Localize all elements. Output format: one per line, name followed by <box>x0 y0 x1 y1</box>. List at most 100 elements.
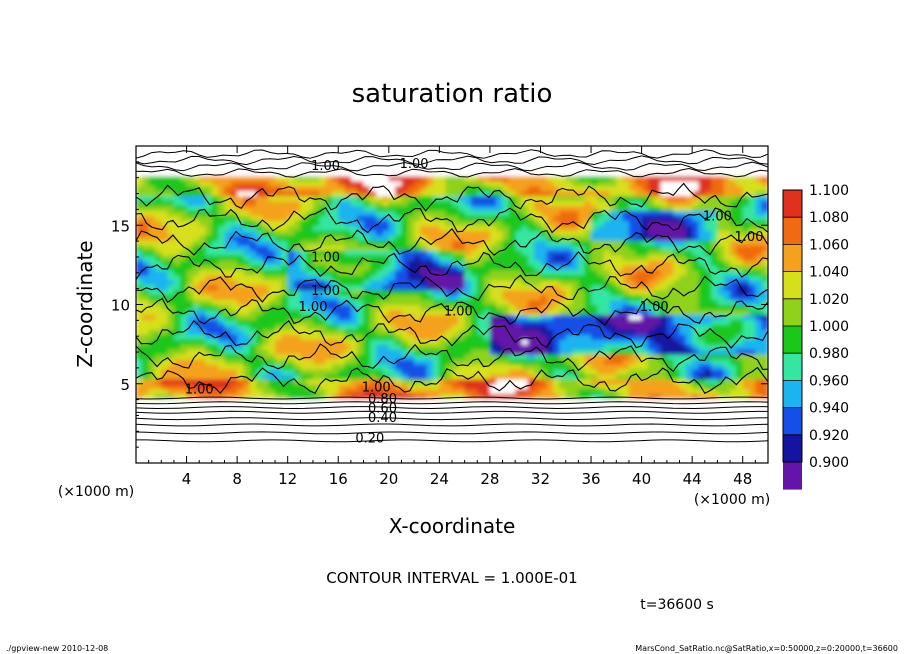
heatmap-cell <box>350 146 358 152</box>
heatmap-cell <box>597 254 605 261</box>
heatmap-cell <box>287 358 295 365</box>
heatmap-cell <box>433 339 440 345</box>
heatmap-cell <box>622 453 630 459</box>
heatmap-cell <box>211 373 219 380</box>
heatmap-cell <box>521 453 529 459</box>
heatmap-cell <box>603 443 611 449</box>
heatmap-cell <box>414 170 421 177</box>
heatmap-cell <box>287 453 295 459</box>
heatmap-cell <box>414 398 421 405</box>
heatmap-cell <box>395 378 403 385</box>
heatmap-cell <box>369 433 377 439</box>
heatmap-cell <box>199 448 207 454</box>
heatmap-cell <box>275 235 282 241</box>
heatmap-cell <box>616 373 624 380</box>
heatmap-cell <box>300 453 308 459</box>
heatmap-cell <box>553 294 561 301</box>
heatmap-cell <box>616 240 624 246</box>
heatmap-cell <box>616 363 624 370</box>
heatmap-cell <box>597 185 605 192</box>
heatmap-cell <box>553 304 561 311</box>
heatmap-cell <box>477 195 485 202</box>
heatmap-cell <box>376 294 384 301</box>
heatmap-cell <box>584 200 592 207</box>
heatmap-cell <box>388 299 396 306</box>
heatmap-cell <box>584 309 592 315</box>
heatmap-cell <box>540 235 548 241</box>
heatmap-cell <box>338 368 346 375</box>
heatmap-cell <box>256 254 263 261</box>
heatmap-cell <box>268 344 276 350</box>
heatmap-cell <box>445 358 453 365</box>
heatmap-cell <box>161 443 169 449</box>
heatmap-cell <box>167 195 175 202</box>
heatmap-cell <box>363 299 371 306</box>
heatmap-cell <box>319 170 327 177</box>
heatmap-cell <box>338 388 346 395</box>
heatmap-cell <box>319 443 327 449</box>
heatmap-cell <box>306 448 314 454</box>
heatmap-cell <box>180 324 188 330</box>
heatmap-cell <box>603 403 611 410</box>
heatmap-cell <box>192 418 200 424</box>
heatmap-cell <box>376 269 384 276</box>
heatmap-cell <box>275 314 282 320</box>
heatmap-cell <box>148 220 156 226</box>
heatmap-cell <box>395 299 403 306</box>
heatmap-cell <box>572 388 579 395</box>
heatmap-cell <box>249 413 257 420</box>
heatmap-cell <box>331 309 339 315</box>
heatmap-cell <box>237 309 245 315</box>
heatmap-cell <box>414 245 421 251</box>
heatmap-cell <box>167 344 175 350</box>
heatmap-cell <box>546 428 554 434</box>
heatmap-cell <box>445 289 453 296</box>
heatmap-cell <box>508 368 516 375</box>
heatmap-cell <box>173 443 181 449</box>
heatmap-cell <box>584 388 592 395</box>
heatmap-cell <box>294 155 301 162</box>
heatmap-cell <box>199 304 207 311</box>
heatmap-cell <box>224 274 232 281</box>
heatmap-cell <box>508 190 516 197</box>
heatmap-cell <box>249 349 257 355</box>
heatmap-cell <box>540 160 548 167</box>
heatmap-cell <box>350 344 358 350</box>
heatmap-cell <box>262 433 270 439</box>
heatmap-cell <box>382 418 390 424</box>
heatmap-cell <box>470 344 478 350</box>
heatmap-cell <box>502 215 510 221</box>
heatmap-cell <box>319 190 327 197</box>
heatmap-cell <box>344 339 352 345</box>
heatmap-cell <box>218 349 226 355</box>
heatmap-cell <box>294 240 301 246</box>
heatmap-cell <box>319 235 327 241</box>
heatmap-cell <box>527 264 535 271</box>
heatmap-cell <box>534 220 542 226</box>
heatmap-cell <box>186 294 194 301</box>
heatmap-cell <box>534 329 542 335</box>
heatmap-cell <box>496 146 504 152</box>
heatmap-cell <box>237 245 245 251</box>
heatmap-cell <box>578 378 586 385</box>
heatmap-cell <box>515 349 523 355</box>
heatmap-cell <box>306 299 314 306</box>
heatmap-cell <box>199 245 207 251</box>
heatmap-cell <box>319 413 327 420</box>
heatmap-cell <box>470 334 478 340</box>
heatmap-cell <box>565 314 573 320</box>
heatmap-cell <box>610 230 617 236</box>
heatmap-cell <box>148 274 156 281</box>
heatmap-cell <box>578 458 586 463</box>
heatmap-cell <box>363 393 371 400</box>
heatmap-cell <box>610 185 617 192</box>
heatmap-cell <box>439 279 447 286</box>
heatmap-cell <box>452 393 459 400</box>
heatmap-cell <box>452 403 459 410</box>
heatmap-cell <box>363 225 371 231</box>
heatmap-cell <box>224 373 232 380</box>
heatmap-cell <box>502 433 510 439</box>
heatmap-cell <box>407 155 415 162</box>
heatmap-cell <box>534 200 542 207</box>
heatmap-cell <box>414 458 421 463</box>
